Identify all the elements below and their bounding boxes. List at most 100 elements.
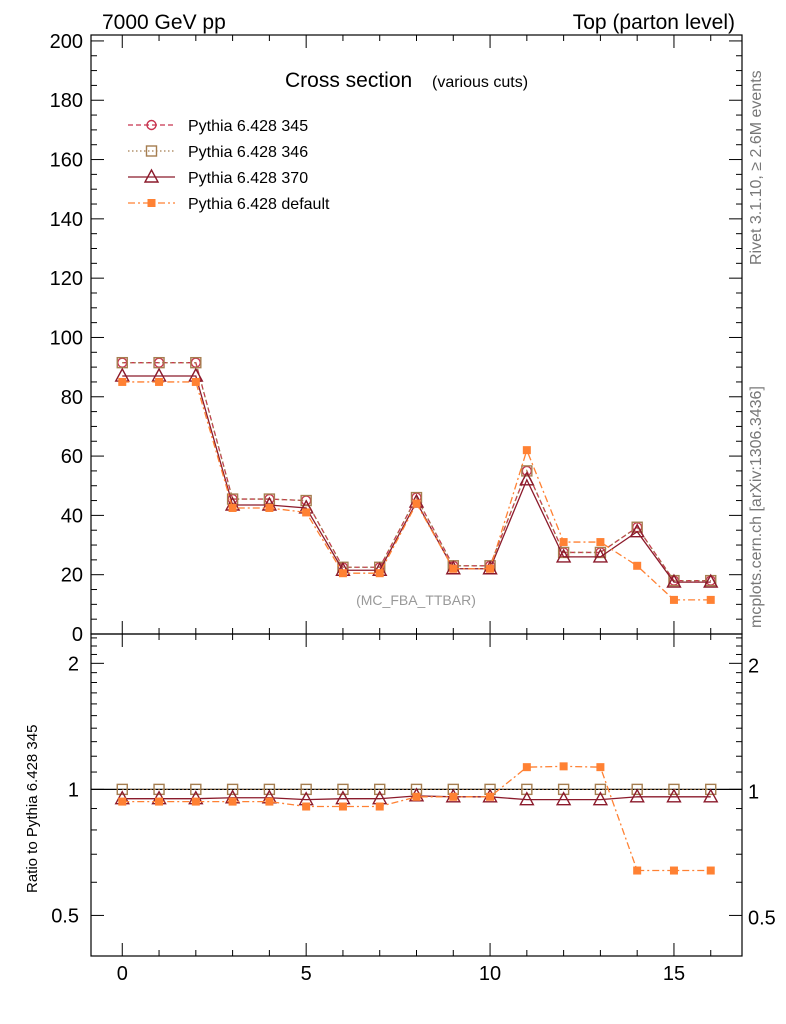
ratio-data-point (374, 783, 386, 796)
ratio-data-point (557, 783, 570, 796)
ratio-data-point (666, 788, 682, 803)
legend: Pythia 6.428 345 Pythia 6.428 346 Pythia 6… (128, 118, 330, 213)
ratio-series-line (122, 765, 711, 872)
ratio-data-point (375, 802, 384, 811)
ratio-data-point (705, 783, 717, 796)
header-left: 7000 GeV pp (102, 11, 226, 34)
main-data-point (706, 595, 715, 604)
main-data-point (228, 503, 237, 512)
ratio-data-point (669, 866, 678, 875)
ratio-data-point (668, 783, 680, 796)
ratio-data-point (412, 792, 421, 801)
ratio-data-point (118, 797, 127, 806)
main-y-tick-label: 120 (50, 268, 83, 290)
main-chart-title: Cross section (285, 69, 412, 92)
main-data-point (191, 377, 200, 386)
main-data-point (449, 564, 458, 573)
ratio-y-tick-label-left: 2 (68, 653, 79, 675)
main-y-tick-label: 180 (50, 90, 83, 112)
ratio-y-tick-label-left: 0.5 (51, 905, 79, 927)
ratio-y-tick-label-left: 1 (68, 779, 79, 801)
legend-label: Pythia 6.428 346 (188, 144, 308, 161)
main-y-tick-label: 40 (61, 505, 83, 527)
ratio-y-tick-label-right: 2 (748, 655, 759, 677)
ratio-plot-panel: 0.5 0.5 1 1 2 2 0 5 10 15 (51, 633, 776, 985)
ratio-data-point (594, 783, 607, 796)
ratio-data-point (703, 788, 719, 803)
main-series-1 (116, 356, 717, 587)
main-y-tick-label: 80 (61, 387, 83, 409)
main-data-point (522, 446, 531, 455)
legend-entry-3: Pythia 6.428 default (128, 196, 330, 213)
main-data-point (592, 548, 609, 563)
x-tick-label: 0 (117, 963, 128, 985)
main-data-point (555, 548, 572, 563)
main-series-3 (118, 377, 715, 604)
ratio-data-point (337, 783, 349, 796)
x-tick-label: 5 (301, 963, 312, 985)
ratio-data-point (190, 783, 202, 796)
legend-label: Pythia 6.428 370 (188, 170, 308, 187)
ratio-data-point (302, 802, 311, 811)
main-data-point (633, 561, 642, 570)
main-data-point (521, 465, 533, 477)
ratio-y-tick-label-right: 0.5 (748, 907, 776, 929)
main-y-tick-label: 20 (61, 565, 83, 587)
legend-label: Pythia 6.428 default (188, 196, 330, 213)
legend-marker (146, 119, 157, 131)
ratio-series-3 (118, 762, 715, 875)
legend-marker (143, 168, 160, 183)
main-data-point (629, 523, 645, 538)
main-data-point (666, 573, 682, 588)
ratio-data-point (521, 783, 533, 796)
ratio-data-point (522, 763, 531, 772)
mcplots-label: mcplots.cern.ch [arXiv:1306.3436] (748, 386, 765, 628)
ratio-data-point (592, 791, 609, 806)
ratio-data-point (228, 797, 237, 806)
ratio-data-point (631, 783, 643, 796)
ratio-data-point (116, 783, 128, 796)
header-right: Top (parton level) (573, 11, 735, 34)
x-tick-label: 10 (479, 963, 501, 985)
rivet-label: Rivet 3.1.10, ≥ 2.6M events (748, 70, 765, 265)
ratio-data-point (191, 797, 200, 806)
main-data-point (559, 538, 568, 547)
x-tick-label: 15 (663, 963, 685, 985)
main-data-point (300, 494, 312, 507)
main-data-point (596, 538, 605, 547)
main-data-point (703, 573, 719, 588)
legend-label: Pythia 6.428 345 (188, 118, 308, 135)
main-y-tick-label: 160 (50, 150, 83, 172)
ratio-y-tick-label-right: 1 (748, 781, 759, 803)
legend-entry-0: Pythia 6.428 345 (128, 118, 308, 135)
ratio-data-point (155, 797, 164, 806)
ratio-data-point (265, 797, 274, 806)
main-series-line (122, 381, 711, 601)
main-y-tick-label: 200 (50, 31, 83, 53)
legend-entry-2: Pythia 6.428 370 (128, 168, 308, 187)
ratio-data-point (519, 791, 535, 806)
main-data-point (338, 569, 347, 578)
main-y-tick-label: 60 (61, 446, 83, 468)
main-data-point (519, 471, 535, 486)
ratio-data-point (300, 783, 312, 796)
ratio-y-axis-label: Ratio to Pythia 6.428 345 (24, 725, 41, 893)
ratio-data-point (633, 866, 642, 875)
main-data-point (486, 564, 495, 573)
ratio-data-point (153, 783, 165, 796)
ratio-data-point (629, 788, 645, 803)
main-series-line (122, 362, 711, 582)
ratio-data-point (555, 791, 572, 806)
ratio-data-point (263, 783, 276, 796)
main-y-tick-label: 0 (72, 624, 83, 646)
analysis-label: (MC_FBA_TTBAR) (356, 592, 476, 608)
legend-marker (145, 145, 158, 157)
main-series-line (122, 375, 711, 583)
ratio-data-point (596, 763, 605, 772)
ratio-data-point (338, 802, 347, 811)
legend-entry-1: Pythia 6.428 346 (128, 144, 308, 161)
main-y-tick-label: 140 (50, 209, 83, 231)
main-chart-subtitle: (various cuts) (432, 74, 528, 91)
main-series-0 (117, 357, 716, 586)
